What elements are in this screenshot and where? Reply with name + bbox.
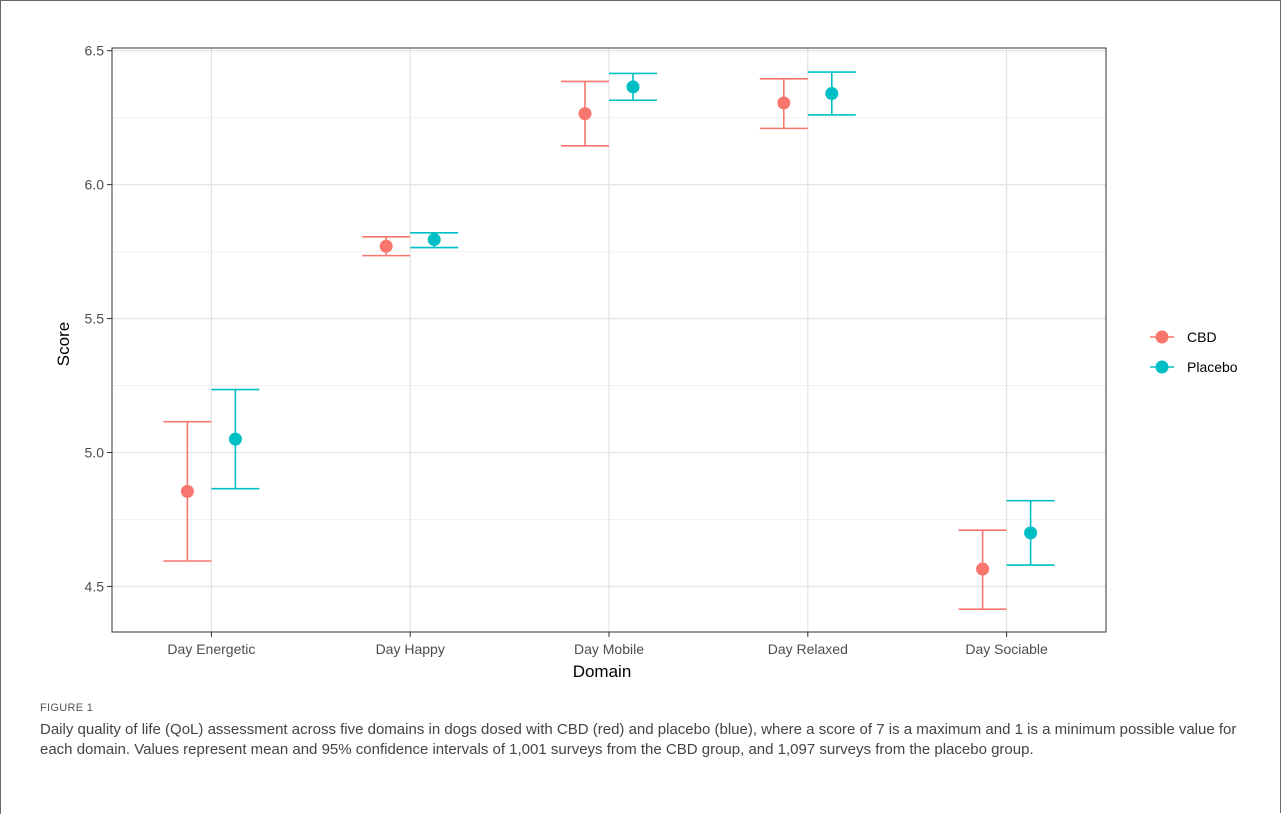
mean-point (228, 432, 242, 446)
grid-lines (112, 48, 1106, 632)
x-tick-label: Day Relaxed (768, 641, 848, 657)
x-axis: Day Energetic Day Happy Day Mobile Day Rela… (167, 632, 1048, 657)
legend-label: CBD (1187, 329, 1217, 345)
mean-point (777, 96, 791, 110)
legend-item-cbd: CBD (1150, 329, 1217, 345)
mean-point (1024, 526, 1038, 540)
x-tick-label: Day Energetic (167, 641, 255, 657)
y-axis-title: Score (54, 322, 73, 366)
legend-point (1155, 330, 1169, 344)
caption-text: Daily quality of life (QoL) assessment a… (40, 721, 1237, 758)
y-tick-label: 5.5 (85, 311, 105, 327)
figure-caption: FIGURE 1 Daily quality of life (QoL) ass… (40, 702, 1255, 760)
y-tick-label: 6.0 (85, 177, 105, 193)
figure-frame-corner (0, 812, 1, 814)
y-tick-label: 4.5 (85, 578, 105, 594)
x-tick-label: Day Sociable (965, 641, 1048, 657)
mean-point (427, 233, 441, 247)
figure-label: FIGURE 1 (40, 702, 94, 714)
error-bar-cbd (958, 529, 1007, 611)
y-tick-label: 5.0 (85, 445, 105, 461)
error-bar-placebo (410, 232, 459, 249)
data-marks (163, 71, 1055, 611)
mean-point (180, 484, 194, 498)
x-axis-title: Domain (573, 662, 632, 681)
legend-point (1155, 360, 1169, 374)
mean-point (578, 107, 592, 121)
error-bar-cbd (759, 78, 808, 130)
mean-point (825, 87, 839, 101)
legend-label: Placebo (1187, 359, 1238, 375)
error-bar-cbd (561, 80, 609, 147)
error-bar-cbd (362, 236, 411, 257)
error-bar-placebo (807, 71, 856, 116)
error-bar-placebo (211, 388, 260, 490)
x-tick-label: Day Happy (376, 641, 445, 657)
legend: CBD Placebo (1150, 329, 1238, 375)
x-tick-label: Day Mobile (574, 641, 644, 657)
error-bar-cbd (163, 420, 212, 562)
y-tick-label: 6.5 (85, 43, 105, 59)
legend-item-placebo: Placebo (1150, 359, 1238, 375)
error-bar-chart: 4.55.05.56.06.5 Day Energetic Day Happy Da… (54, 43, 1238, 681)
mean-point (626, 80, 640, 94)
mean-point (976, 562, 990, 576)
error-bar-placebo (609, 72, 657, 102)
y-axis: 4.5 5.0 5.5 6.0 6.5 (85, 43, 112, 594)
error-bar-placebo (1006, 499, 1055, 566)
mean-point (379, 239, 393, 253)
